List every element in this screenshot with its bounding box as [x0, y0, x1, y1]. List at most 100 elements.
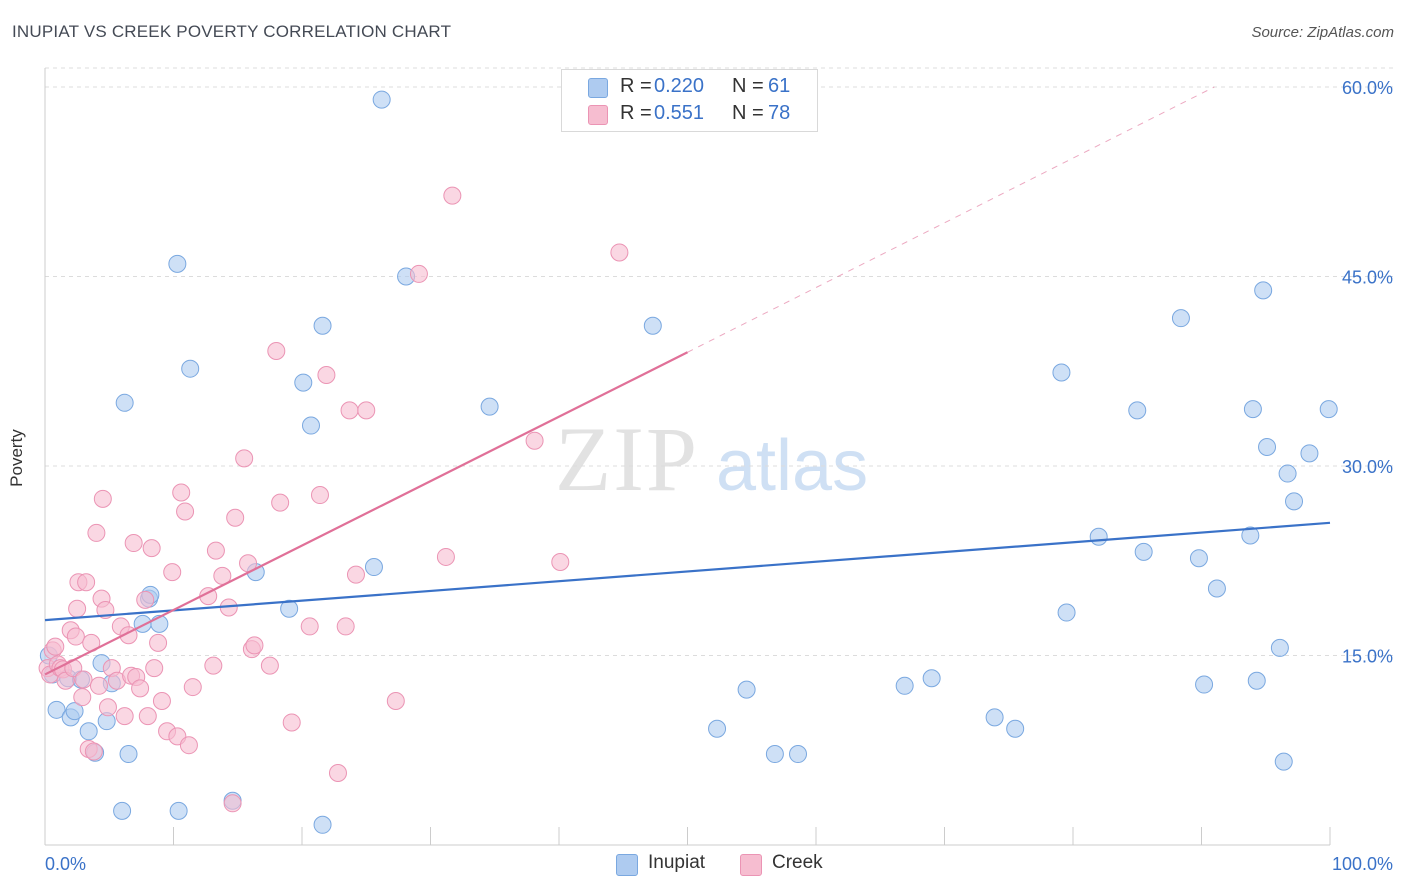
inupiat-point	[895, 676, 914, 695]
inupiat-legend-label: Inupiat	[648, 852, 706, 873]
inupiat-point	[115, 393, 134, 412]
creek-point	[204, 656, 223, 675]
inupiat-point	[79, 722, 98, 741]
inupiat-point	[1243, 400, 1262, 419]
y-tick-label: 60.0%	[1342, 78, 1393, 98]
creek-point	[328, 763, 347, 782]
inupiat-point	[1278, 464, 1297, 483]
inupiat-point	[372, 90, 391, 109]
legend-item-inupiat[interactable]: Inupiat	[616, 852, 726, 878]
r-label: R =	[620, 75, 652, 97]
legend-row-inupiat: R = 0.220 N = 61	[562, 75, 817, 101]
inupiat-point	[1089, 527, 1108, 546]
n-label: N =	[732, 102, 764, 124]
creek-point	[357, 401, 376, 420]
creek-point	[300, 617, 319, 636]
inupiat-point	[1128, 401, 1147, 420]
creek-point	[610, 243, 629, 262]
creek-point	[346, 565, 365, 584]
inupiat-point	[1195, 675, 1214, 694]
creek-point	[340, 401, 359, 420]
inupiat-point	[1052, 363, 1071, 382]
creek-point	[136, 590, 155, 609]
source-label: Source: ZipAtlas.com	[1251, 24, 1394, 41]
watermark-zip: ZIP	[555, 408, 699, 510]
inupiat-point	[1207, 579, 1226, 598]
inupiat-point	[1254, 281, 1273, 300]
creek-point	[46, 637, 65, 656]
creek-points	[38, 186, 629, 813]
inupiat-point	[313, 316, 332, 335]
creek-point	[226, 508, 245, 527]
creek-point	[77, 573, 96, 592]
creek-point	[183, 678, 202, 697]
inupiat-point	[737, 680, 756, 699]
creek-point	[142, 539, 161, 558]
creek-point	[223, 794, 242, 813]
legend-row-creek: R = 0.551 N = 78	[562, 102, 817, 128]
creek-point	[66, 627, 85, 646]
y-tick-label: 15.0%	[1342, 646, 1393, 666]
inupiat-point	[1270, 638, 1289, 657]
n-value: 78	[768, 102, 791, 124]
y-axis-label-wrap: Poverty	[7, 420, 40, 500]
creek-point	[235, 449, 254, 468]
inupiat-point	[181, 359, 200, 378]
creek-point	[336, 617, 355, 636]
inupiat-point	[169, 801, 188, 820]
creek-point	[84, 742, 103, 761]
inupiat-point	[1258, 438, 1277, 457]
inupiat-point	[168, 254, 187, 273]
inupiat-point	[708, 719, 727, 738]
creek-point	[260, 656, 279, 675]
inupiat-point	[1285, 492, 1304, 511]
creek-point	[98, 698, 117, 717]
inupiat-point	[480, 397, 499, 416]
inupiat-point	[1319, 400, 1338, 419]
creek-point	[386, 691, 405, 710]
creek-point	[409, 264, 428, 283]
inupiat-point	[985, 708, 1004, 727]
inupiat-point	[1241, 526, 1260, 545]
creek-point	[163, 563, 182, 582]
r-value: 0.220	[654, 75, 705, 97]
inupiat-point	[133, 614, 152, 633]
inupiat-point	[1247, 671, 1266, 690]
y-axis-label: Poverty	[6, 429, 26, 487]
creek-point	[87, 523, 106, 542]
creek-legend-swatch	[740, 854, 762, 876]
creek-point	[206, 541, 225, 560]
inupiat-point	[113, 801, 132, 820]
inupiat-point	[313, 815, 332, 834]
r-label: R =	[620, 102, 652, 124]
inupiat-point	[765, 745, 784, 764]
inupiat-legend-swatch	[616, 854, 638, 876]
creek-point	[172, 483, 191, 502]
x-tick-label-min: 0.0%	[45, 854, 86, 874]
inupiat-point	[1134, 542, 1153, 561]
inupiat-point	[1189, 549, 1208, 568]
legend-item-creek[interactable]: Creek	[740, 852, 840, 878]
creek-point	[525, 431, 544, 450]
inupiat-point	[47, 700, 66, 719]
inupiat-point	[1171, 309, 1190, 328]
creek-point	[74, 670, 93, 689]
creek-point	[176, 502, 195, 521]
creek-legend-label: Creek	[772, 852, 823, 873]
creek-point	[179, 736, 198, 755]
inupiat-point	[1300, 444, 1319, 463]
creek-point	[149, 633, 168, 652]
inupiat-point	[119, 745, 138, 764]
creek-point	[93, 489, 112, 508]
chart-title: INUPIAT VS CREEK POVERTY CORRELATION CHA…	[12, 22, 452, 41]
creek-point	[68, 599, 87, 618]
r-value: 0.551	[654, 102, 705, 124]
creek-point	[138, 707, 157, 726]
creek-point	[124, 534, 143, 553]
creek-trend-line	[44, 351, 688, 676]
creek-point	[436, 547, 455, 566]
inupiat-point	[65, 702, 84, 721]
creek-point	[282, 713, 301, 732]
creek-trend-extension	[687, 86, 1215, 353]
